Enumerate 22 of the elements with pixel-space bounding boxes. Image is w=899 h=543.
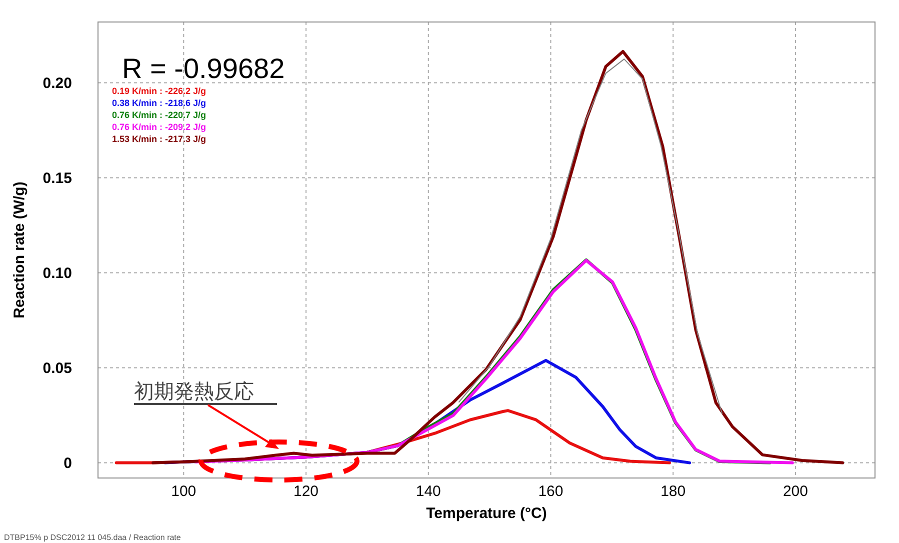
y-tick-label: 0.15 — [42, 170, 72, 187]
text: 1.53 K/min : -217.3 J/g — [112, 134, 206, 144]
text: 0.76 K/min : -220.7 J/g — [112, 110, 206, 120]
x-tick-label: 160 — [538, 483, 564, 500]
x-tick-label: 120 — [294, 483, 319, 500]
x-tick-label: 100 — [171, 483, 196, 500]
line-series — [458, 58, 723, 414]
y-tick-label: 0.05 — [42, 360, 72, 377]
x-tick-label: 140 — [416, 483, 441, 500]
text: DTBP15% p DSC2012 11 045.daa / Reaction rate — [4, 533, 182, 542]
text: 0.76 K/min : -209.2 J/g — [112, 122, 206, 132]
x-axis-title: Temperature (°C) — [426, 505, 547, 522]
y-tick-label: 0.10 — [42, 264, 72, 282]
x-tick-label: 180 — [660, 483, 686, 500]
y-tick-label: 0 — [64, 454, 72, 472]
text: 0.19 K/min : -226.2 J/g — [112, 86, 206, 96]
y-axis-title: Reaction rate (W/g) — [11, 182, 28, 318]
x-tick-label: 200 — [782, 483, 808, 500]
annotation: R = -0.99682 — [122, 53, 285, 84]
y-tick-label: 0.20 — [42, 74, 72, 92]
text: 0.38 K/min : -218.6 J/g — [112, 98, 206, 108]
annotation: 初期発熱反応 — [134, 380, 254, 403]
